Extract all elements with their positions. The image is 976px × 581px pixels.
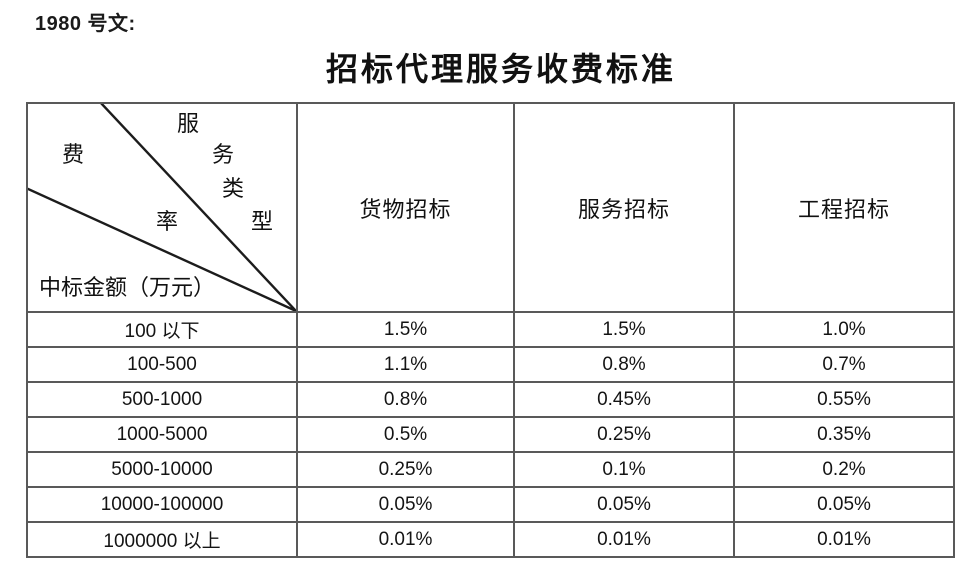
goods-rate-cell: 0.01% [296,521,515,558]
goods-rate-cell: 0.25% [296,451,515,488]
page-title: 招标代理服务收费标准 [325,51,676,87]
service-type-label-char: 务 [212,142,235,167]
goods-rate-cell: 0.5% [296,416,515,453]
rate-label-char: 费 [62,142,85,167]
works-rate-cell: 1.0% [733,311,955,348]
works-rate-cell: 0.7% [733,346,955,383]
services-rate-cell: 0.45% [513,381,735,418]
amount-range-cell: 100 以下 [26,311,298,348]
amount-range-cell: 10000-100000 [26,486,298,523]
works-rate-cell: 0.55% [733,381,955,418]
table-row: 5000-10000 0.25% 0.1% 0.2% [26,451,955,488]
header-row: 服 务 类 型 费 率 中标金额（万元） 货物招标 服务招标 工程招标 [26,102,955,313]
diagonal-split-lines [29,105,295,310]
column-header-works: 工程招标 [733,102,955,313]
works-rate-cell: 0.2% [733,451,955,488]
amount-range-cell: 5000-10000 [26,451,298,488]
services-rate-cell: 0.1% [513,451,735,488]
table-row: 500-1000 0.8% 0.45% 0.55% [26,381,955,418]
rate-label-char: 率 [156,209,179,234]
amount-axis-label: 中标金额（万元） [39,275,216,300]
amount-range-cell: 100-500 [26,346,298,383]
table-row: 100 以下 1.5% 1.5% 1.0% [26,311,955,348]
amount-range-cell: 1000-5000 [26,416,298,453]
services-rate-cell: 0.25% [513,416,735,453]
table-row: 100-500 1.1% 0.8% 0.7% [26,346,955,383]
goods-rate-cell: 0.05% [296,486,515,523]
title-container: 招标代理服务收费标准 [13,44,976,90]
services-rate-cell: 1.5% [513,311,735,348]
services-rate-cell: 0.8% [513,346,735,383]
column-header-goods: 货物招标 [296,102,515,313]
service-type-label-char: 服 [177,111,200,136]
column-header-services: 服务招标 [513,102,735,313]
diagonal-header-cell: 服 务 类 型 费 率 中标金额（万元） [26,102,298,313]
service-type-label-char: 类 [222,176,245,201]
table-row: 10000-100000 0.05% 0.05% 0.05% [26,486,955,523]
table-row: 1000000 以上 0.01% 0.01% 0.01% [26,521,955,558]
services-rate-cell: 0.05% [513,486,735,523]
service-type-label-char: 型 [251,209,274,234]
amount-range-cell: 500-1000 [26,381,298,418]
works-rate-cell: 0.05% [733,486,955,523]
goods-rate-cell: 1.1% [296,346,515,383]
amount-range-cell: 1000000 以上 [26,521,298,558]
table-row: 1000-5000 0.5% 0.25% 0.35% [26,416,955,453]
services-rate-cell: 0.01% [513,521,735,558]
goods-rate-cell: 0.8% [296,381,515,418]
fee-table: 服 务 类 型 费 率 中标金额（万元） 货物招标 服务招标 工程招标 100 … [26,102,955,558]
works-rate-cell: 0.35% [733,416,955,453]
goods-rate-cell: 1.5% [296,311,515,348]
works-rate-cell: 0.01% [733,521,955,558]
doc-number: 1980 号文: [35,13,136,35]
